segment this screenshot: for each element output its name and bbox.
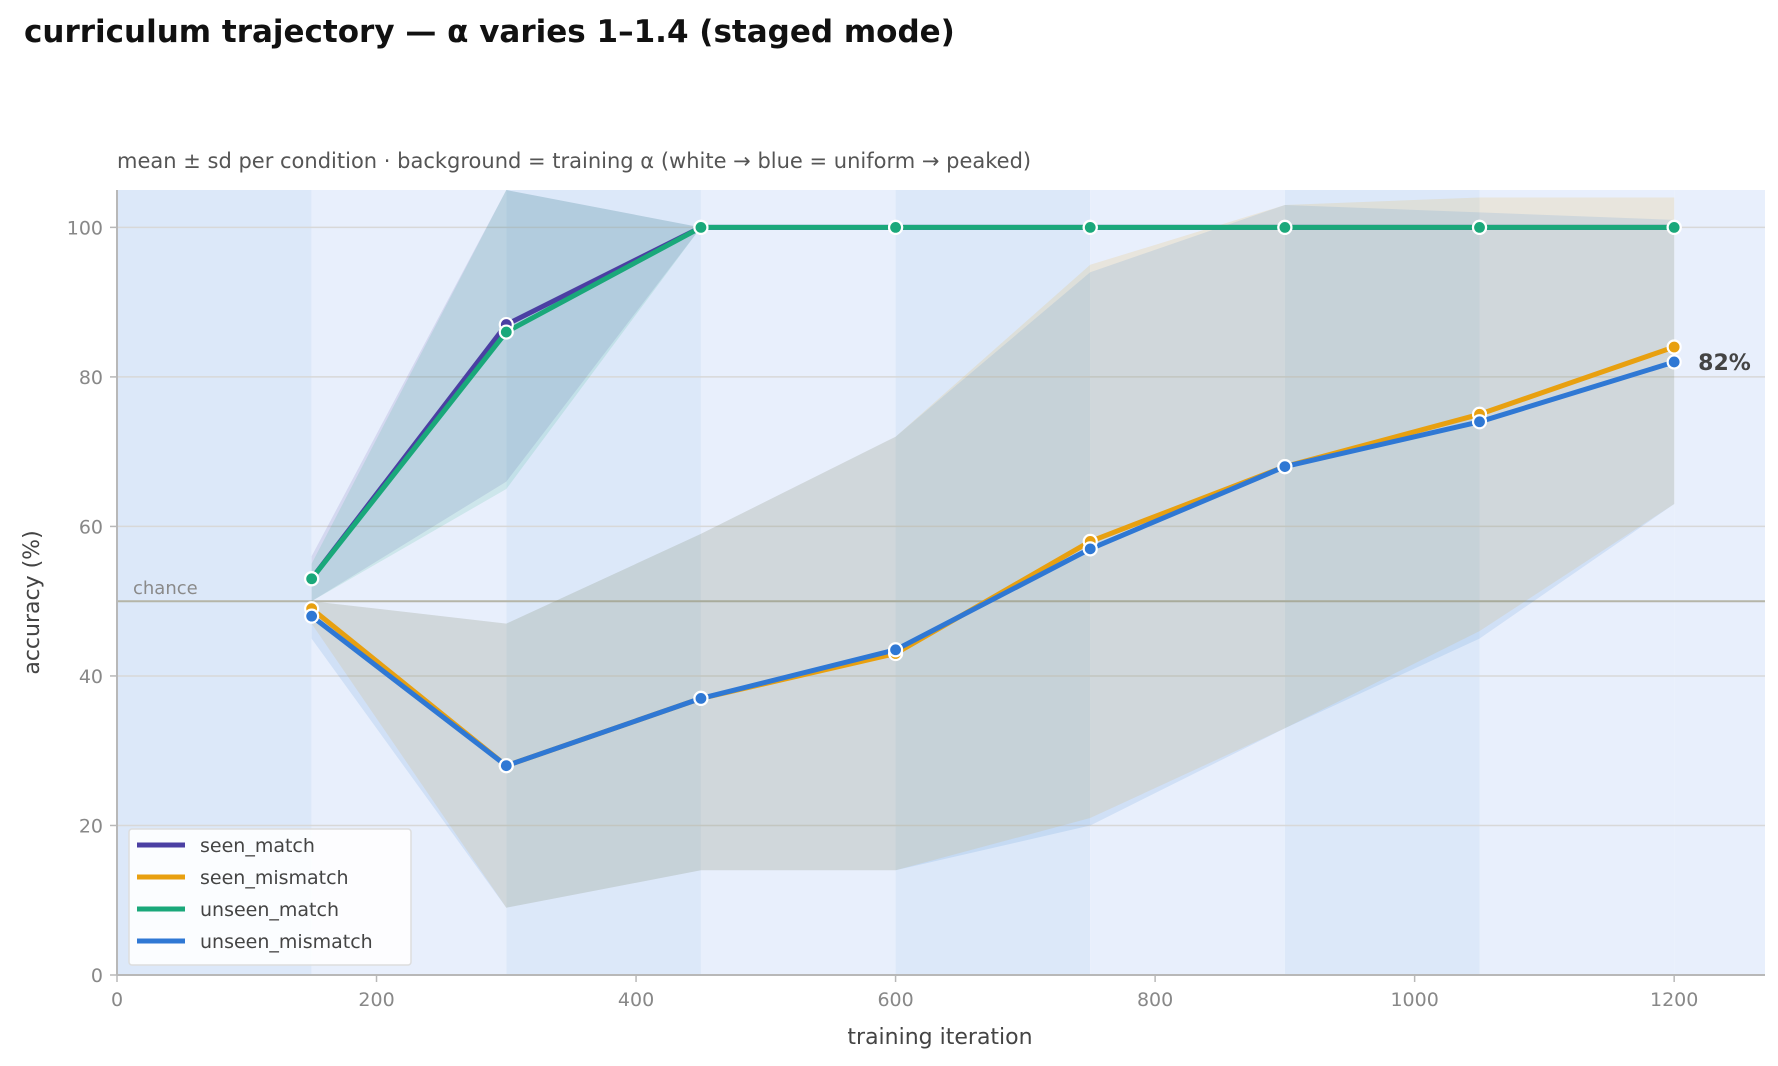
axes: 0 200 400 600 800 1000 1200 0 20 40 60 80 100 trainin… — [20, 190, 1765, 1050]
alpha-band-5 — [1090, 190, 1285, 975]
point-unseen_mismatch-750 — [1082, 541, 1098, 557]
legend-label-seen_mismatch: seen_mismatch — [200, 867, 349, 889]
chart-subtitle: mean ± sd per condition · background = t… — [117, 149, 1031, 173]
x-tick-label-800: 800 — [1137, 989, 1173, 1011]
alpha-background-bands — [117, 190, 1765, 975]
x-tick-label-600: 600 — [877, 989, 913, 1011]
y-tick-label-40: 40 — [79, 666, 103, 688]
x-axis-title: training iteration — [847, 1025, 1032, 1050]
alpha-band-4 — [895, 190, 1091, 975]
y-axis-title: accuracy (%) — [20, 530, 45, 674]
point-unseen_mismatch-900 — [1277, 459, 1293, 475]
chance-label: chance — [133, 578, 198, 599]
legend: seen_match seen_mismatch unseen_matchunsee… — [128, 828, 412, 966]
point-unseen_match-750 — [1082, 219, 1098, 235]
y-tick-label-0: 0 — [91, 965, 103, 987]
point-seen_mismatch-1200 — [1666, 339, 1682, 355]
legend-label-unseen_match: unseen_match — [200, 899, 339, 921]
legend-label-unseen_mismatch: unseen_mismatch — [200, 931, 373, 953]
x-tick-label-400: 400 — [618, 989, 654, 1011]
point-unseen_mismatch-1200 — [1666, 354, 1682, 370]
point-unseen_mismatch-1050 — [1471, 414, 1488, 430]
point-unseen_mismatch-300 — [498, 758, 514, 774]
x-tick-label-200: 200 — [358, 989, 394, 1011]
x-tick-label-1200: 1200 — [1650, 989, 1698, 1011]
point-unseen_match-600 — [887, 219, 904, 235]
point-unseen_match-1050 — [1471, 219, 1488, 235]
x-tick-label-0: 0 — [111, 989, 123, 1011]
alpha-band-3 — [700, 190, 896, 975]
sd-area-seen_mismatch — [311, 197, 1675, 908]
point-unseen_match-900 — [1277, 219, 1293, 235]
point-unseen_mismatch-600 — [887, 642, 904, 658]
point-unseen_match-450 — [693, 219, 709, 235]
sd-area-unseen_mismatch — [311, 205, 1675, 908]
legend-box — [128, 828, 412, 966]
sd-area-unseen_match — [311, 190, 1675, 602]
point-unseen_match-1200 — [1666, 219, 1682, 235]
line-unseen_match — [309, 224, 1677, 582]
chart-title: curriculum trajectory — α varies 1–1.4 (… — [24, 14, 955, 50]
legend-label-seen_match: seen_match — [200, 835, 315, 857]
point-unseen_match-150 — [304, 571, 320, 587]
line-unseen_mismatch — [309, 359, 1677, 769]
series-lines — [309, 224, 1677, 769]
series-points — [304, 219, 1682, 774]
y-tick-label-100: 100 — [67, 217, 103, 239]
point-unseen_match-300 — [498, 324, 514, 340]
point-unseen_mismatch-450 — [693, 690, 709, 706]
point-unseen_mismatch-150 — [304, 608, 320, 624]
chance-reference: chance — [117, 578, 1765, 603]
y-tick-label-60: 60 — [79, 516, 103, 538]
end-value-annotation: 82% — [1698, 351, 1751, 376]
y-tick-label-20: 20 — [79, 815, 103, 837]
alpha-band-7 — [1479, 190, 1675, 975]
alpha-band-6 — [1284, 190, 1480, 975]
x-tick-label-1000: 1000 — [1390, 989, 1438, 1011]
alpha-band-2 — [506, 190, 701, 975]
sd-areas — [311, 190, 1675, 908]
y-tick-label-80: 80 — [79, 367, 103, 389]
alpha-band-tail — [1674, 190, 1765, 975]
